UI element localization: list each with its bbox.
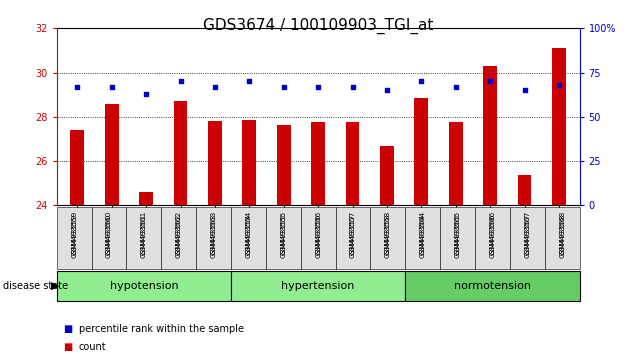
Point (520, 87, 530, 93)
Text: hypotension: hypotension (110, 281, 178, 291)
Text: GSM493568: GSM493568 (559, 211, 565, 255)
Text: ■: ■ (63, 342, 72, 352)
Text: ■: ■ (63, 324, 72, 334)
Text: GSM493560: GSM493560 (106, 214, 112, 258)
Bar (380, 145, 394, 205)
Text: GSM493559: GSM493559 (71, 211, 77, 255)
Point (416, 79, 427, 84)
Point (72, 84, 83, 90)
Text: GSM493554: GSM493554 (246, 214, 251, 258)
Bar (174, 101, 187, 205)
Text: GSM493557: GSM493557 (350, 211, 356, 255)
Text: GSM493564: GSM493564 (420, 211, 426, 255)
Text: GSM493566: GSM493566 (490, 211, 495, 255)
Bar (71, 130, 84, 205)
Text: hypertension: hypertension (282, 281, 355, 291)
Text: count: count (79, 342, 106, 352)
Point (554, 82, 564, 88)
Bar (139, 192, 153, 205)
Text: GSM493564: GSM493564 (420, 214, 426, 258)
Text: GSM493566: GSM493566 (490, 214, 495, 258)
Bar (208, 121, 222, 205)
Bar (311, 122, 325, 205)
Text: GSM493567: GSM493567 (524, 211, 530, 255)
Text: GSM493557: GSM493557 (350, 214, 356, 258)
Text: GSM493563: GSM493563 (210, 214, 217, 258)
Point (176, 79, 186, 84)
Text: GSM493555: GSM493555 (280, 214, 286, 258)
Bar (415, 98, 428, 205)
Text: GSM493563: GSM493563 (210, 211, 217, 255)
Text: GSM493568: GSM493568 (559, 214, 565, 258)
Text: GSM493560: GSM493560 (106, 211, 112, 255)
Text: GDS3674 / 100109903_TGI_at: GDS3674 / 100109903_TGI_at (203, 18, 433, 34)
Point (278, 84, 289, 90)
Point (450, 84, 461, 90)
Text: GSM493562: GSM493562 (176, 211, 181, 255)
Bar (483, 66, 497, 205)
Text: GSM493556: GSM493556 (315, 214, 321, 258)
Text: GSM493556: GSM493556 (315, 211, 321, 255)
Text: GSM493555: GSM493555 (280, 211, 286, 255)
Point (141, 91, 151, 97)
Point (106, 84, 117, 90)
Text: GSM493562: GSM493562 (176, 214, 181, 258)
Text: GSM493558: GSM493558 (385, 214, 391, 258)
Bar (105, 103, 118, 205)
Point (244, 79, 255, 84)
Text: normotension: normotension (454, 281, 531, 291)
Bar (346, 122, 360, 205)
Text: ▶: ▶ (50, 281, 59, 291)
Text: GSM493565: GSM493565 (455, 214, 461, 258)
Bar (243, 120, 256, 205)
Bar (518, 176, 532, 205)
Text: percentile rank within the sample: percentile rank within the sample (79, 324, 244, 334)
Point (485, 79, 495, 84)
Text: GSM493567: GSM493567 (524, 214, 530, 258)
Point (348, 84, 358, 90)
Point (313, 84, 323, 90)
Text: GSM493559: GSM493559 (71, 214, 77, 258)
Text: GSM493554: GSM493554 (246, 211, 251, 255)
Bar (277, 125, 290, 205)
Text: disease state: disease state (3, 281, 68, 291)
Text: GSM493561: GSM493561 (141, 211, 147, 255)
Text: GSM493558: GSM493558 (385, 211, 391, 255)
Text: GSM493565: GSM493565 (455, 211, 461, 255)
Bar (552, 48, 566, 205)
Bar (449, 122, 462, 205)
Text: GSM493561: GSM493561 (141, 214, 147, 258)
Point (382, 87, 392, 93)
Point (210, 84, 220, 90)
